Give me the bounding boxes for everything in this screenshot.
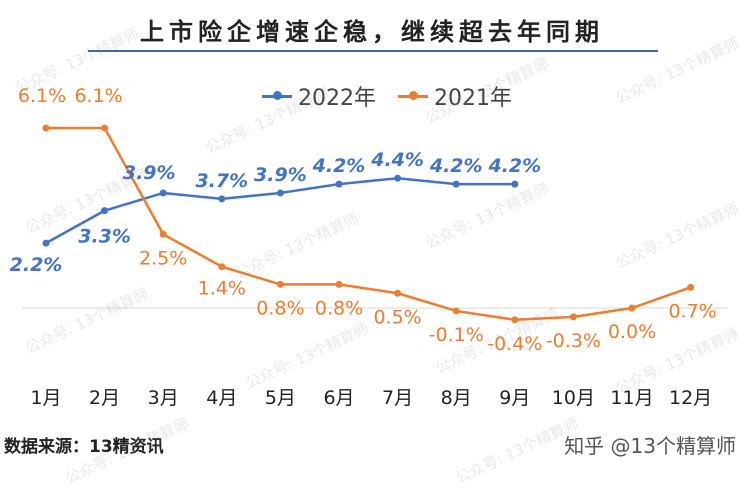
data-point-2022 bbox=[159, 189, 167, 197]
legend: 2022年 2021年 bbox=[262, 80, 534, 112]
data-point-2021 bbox=[42, 124, 50, 132]
data-label-2021: 2.5% bbox=[139, 247, 187, 269]
data-point-2021 bbox=[159, 230, 167, 238]
data-label-2021: 0.0% bbox=[608, 321, 656, 343]
data-label-2021: 6.1% bbox=[74, 85, 122, 107]
data-point-2021 bbox=[687, 283, 695, 291]
x-tick-label: 8月 bbox=[441, 387, 472, 409]
x-tick-label: 3月 bbox=[148, 387, 179, 409]
legend-label-2021: 2021年 bbox=[434, 86, 512, 111]
data-label-2021: -0.4% bbox=[487, 333, 542, 355]
data-point-2021 bbox=[569, 313, 577, 321]
data-label-2022: 2.2% bbox=[10, 254, 63, 276]
data-label-2022: 3.7% bbox=[195, 170, 248, 192]
data-point-2022 bbox=[394, 174, 402, 182]
data-label-2021: 1.4% bbox=[198, 278, 246, 300]
data-point-2021 bbox=[276, 280, 284, 288]
title-underline bbox=[88, 50, 658, 52]
data-label-2022: 4.2% bbox=[312, 155, 366, 177]
legend-item-2022: 2022年 bbox=[262, 80, 376, 112]
data-label-2022: 4.4% bbox=[370, 149, 424, 171]
x-tick-label: 10月 bbox=[552, 387, 595, 409]
data-point-2021 bbox=[101, 124, 109, 132]
data-label-2021: 0.5% bbox=[373, 306, 421, 328]
data-label-2021: -0.1% bbox=[429, 324, 484, 346]
legend-label-2022: 2022年 bbox=[298, 86, 376, 111]
series-line-2021 bbox=[46, 126, 692, 322]
data-point-2021 bbox=[218, 263, 226, 271]
data-point-2022 bbox=[276, 189, 284, 197]
data-label-2022: 4.2% bbox=[487, 155, 541, 177]
data-point-2021 bbox=[394, 289, 402, 297]
data-point-2022 bbox=[511, 180, 519, 188]
data-label-2021: 0.8% bbox=[315, 297, 363, 319]
data-point-2021 bbox=[628, 304, 636, 312]
data-label-2021: 0.7% bbox=[668, 300, 716, 322]
chart-title: 上市险企增速企稳，继续超去年同期 bbox=[140, 18, 604, 46]
x-tick-label: 5月 bbox=[265, 387, 296, 409]
data-label-2021: 6.1% bbox=[18, 85, 66, 107]
x-tick-label: 11月 bbox=[610, 387, 653, 409]
legend-swatch-2021 bbox=[398, 91, 428, 100]
data-point-2022 bbox=[335, 180, 343, 188]
x-tick-label: 12月 bbox=[669, 387, 712, 409]
x-tick-label: 4月 bbox=[206, 387, 237, 409]
data-label-2021: -0.3% bbox=[546, 330, 601, 352]
data-point-2021 bbox=[452, 307, 460, 315]
legend-item-2021: 2021年 bbox=[398, 80, 512, 112]
x-tick-label: 1月 bbox=[30, 387, 61, 409]
data-label-2021: 0.8% bbox=[256, 297, 304, 319]
data-source-note: 数据来源：13精资讯 bbox=[4, 437, 164, 457]
legend-swatch-2022 bbox=[262, 91, 292, 100]
author-credit: 知乎 @13个精算师 bbox=[564, 434, 736, 458]
line-chart: 1月 2月 3月 4月 5月 6月 7月 8月 9月 10月 11月 12月 2.2% 3.3% 3.9% 3… bbox=[10, 85, 728, 409]
data-point-2022 bbox=[101, 207, 109, 215]
x-tick-label: 6月 bbox=[323, 387, 354, 409]
x-tick-label: 2月 bbox=[89, 387, 120, 409]
data-point-2021 bbox=[511, 316, 519, 324]
data-point-2022 bbox=[218, 195, 226, 203]
data-label-2022: 3.9% bbox=[254, 164, 307, 186]
x-tick-label: 9月 bbox=[499, 387, 530, 409]
data-label-2022: 3.9% bbox=[123, 162, 176, 184]
x-tick-label: 7月 bbox=[382, 387, 413, 409]
data-point-2021 bbox=[335, 280, 343, 288]
data-label-2022: 4.2% bbox=[429, 155, 483, 177]
data-point-2022 bbox=[452, 180, 460, 188]
data-point-2022 bbox=[42, 239, 50, 247]
data-label-2022: 3.3% bbox=[78, 226, 131, 248]
